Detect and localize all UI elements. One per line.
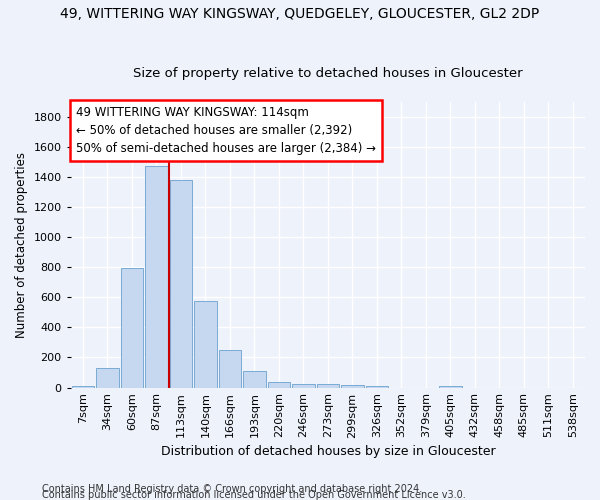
- Bar: [194, 301, 217, 388]
- Bar: [96, 368, 119, 388]
- Text: Contains public sector information licensed under the Open Government Licence v3: Contains public sector information licen…: [42, 490, 466, 500]
- Bar: [145, 166, 167, 388]
- Bar: [439, 386, 461, 388]
- Text: Contains HM Land Registry data © Crown copyright and database right 2024.: Contains HM Land Registry data © Crown c…: [42, 484, 422, 494]
- Title: Size of property relative to detached houses in Gloucester: Size of property relative to detached ho…: [133, 66, 523, 80]
- Bar: [268, 382, 290, 388]
- Bar: [121, 268, 143, 388]
- Bar: [218, 350, 241, 388]
- Bar: [317, 384, 339, 388]
- Bar: [243, 371, 266, 388]
- Bar: [292, 384, 314, 388]
- Bar: [365, 386, 388, 388]
- Bar: [170, 180, 192, 388]
- Bar: [341, 385, 364, 388]
- Text: 49, WITTERING WAY KINGSWAY, QUEDGELEY, GLOUCESTER, GL2 2DP: 49, WITTERING WAY KINGSWAY, QUEDGELEY, G…: [61, 8, 539, 22]
- Bar: [71, 386, 94, 388]
- X-axis label: Distribution of detached houses by size in Gloucester: Distribution of detached houses by size …: [161, 444, 495, 458]
- Y-axis label: Number of detached properties: Number of detached properties: [15, 152, 28, 338]
- Text: 49 WITTERING WAY KINGSWAY: 114sqm
← 50% of detached houses are smaller (2,392)
5: 49 WITTERING WAY KINGSWAY: 114sqm ← 50% …: [76, 106, 376, 155]
